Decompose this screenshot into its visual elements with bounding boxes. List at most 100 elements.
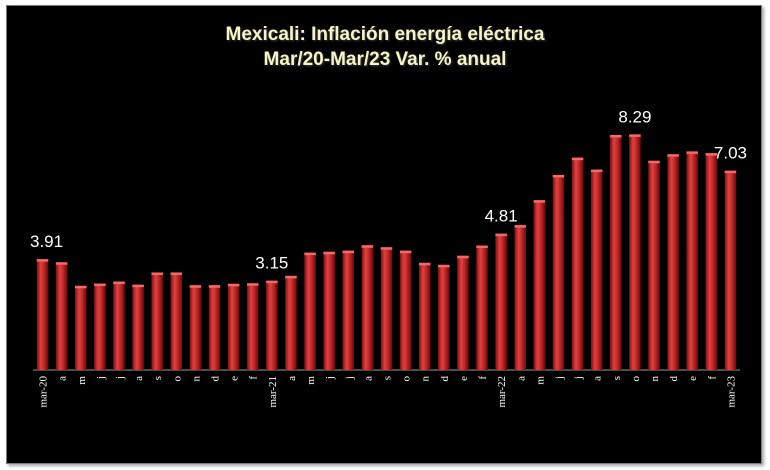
x-tick-label: o bbox=[630, 376, 642, 382]
x-tick-label: o bbox=[401, 376, 413, 382]
bar-cap-5 bbox=[132, 284, 144, 288]
x-tick-label: j bbox=[553, 376, 565, 380]
bar-cap-32 bbox=[648, 160, 660, 164]
bar-22 bbox=[457, 255, 469, 370]
bar-cap-6 bbox=[151, 272, 163, 275]
bar-cap-23 bbox=[476, 245, 488, 249]
x-tick-label: j bbox=[343, 376, 355, 380]
bar-34 bbox=[686, 151, 698, 370]
bar-cap-36 bbox=[724, 170, 737, 174]
bar-cap-35 bbox=[705, 153, 718, 156]
bar-cap-31 bbox=[629, 134, 641, 137]
bar-20 bbox=[418, 262, 431, 370]
data-label-31: 8.29 bbox=[618, 107, 651, 126]
bar-8 bbox=[189, 285, 202, 370]
bar-cap-13 bbox=[285, 275, 297, 279]
x-tick-label: e bbox=[687, 376, 699, 381]
x-tick-label: j bbox=[324, 376, 336, 380]
x-tick-label: d bbox=[210, 376, 222, 382]
x-tick-label: a bbox=[286, 376, 298, 381]
bar-cap-22 bbox=[457, 255, 469, 259]
bar-33 bbox=[667, 154, 679, 370]
x-tick-label: a bbox=[515, 376, 527, 381]
bar-2 bbox=[75, 285, 87, 370]
bar-cap-16 bbox=[342, 250, 355, 254]
bar-cap-17 bbox=[361, 245, 374, 248]
x-tick-label: o bbox=[171, 376, 183, 382]
x-tick-label: d bbox=[439, 376, 451, 382]
x-tick-label: j bbox=[114, 376, 126, 380]
bar-cap-24 bbox=[495, 233, 507, 237]
bar-cap-10 bbox=[227, 283, 240, 287]
bar-12 bbox=[266, 280, 278, 370]
bar-cap-33 bbox=[667, 154, 679, 157]
bar-27 bbox=[552, 174, 565, 370]
bar-7 bbox=[170, 272, 183, 370]
x-tick-label: a bbox=[592, 376, 604, 381]
x-tick-label: f bbox=[248, 376, 260, 380]
bar-19 bbox=[399, 250, 412, 370]
bar-cap-30 bbox=[610, 134, 622, 138]
bar-cap-20 bbox=[418, 262, 431, 266]
x-tick-label: mar-20 bbox=[38, 376, 50, 408]
bar-24 bbox=[495, 233, 507, 370]
x-tick-label: s bbox=[152, 376, 164, 380]
bar-cap-14 bbox=[304, 252, 316, 256]
bar-cap-0 bbox=[36, 259, 49, 262]
bar-9 bbox=[208, 285, 221, 370]
bar-15 bbox=[323, 251, 335, 370]
bar-26 bbox=[533, 200, 546, 370]
bar-cap-11 bbox=[246, 283, 259, 286]
bar-cap-27 bbox=[552, 174, 565, 178]
bar-23 bbox=[476, 245, 488, 370]
bar-cap-34 bbox=[686, 151, 698, 154]
x-tick-label: s bbox=[611, 376, 623, 380]
bar-29 bbox=[590, 169, 603, 370]
data-label-36: 7.03 bbox=[714, 144, 747, 163]
bar-1 bbox=[55, 262, 68, 370]
bar-18 bbox=[380, 247, 393, 370]
bar-cap-3 bbox=[94, 283, 106, 287]
bar-6 bbox=[151, 272, 163, 370]
bar-cap-26 bbox=[533, 200, 546, 203]
bar-14 bbox=[304, 252, 316, 370]
chart-subtitle: Mar/20-Mar/23 Var. % anual bbox=[263, 49, 507, 70]
x-tick-label: n bbox=[420, 376, 432, 382]
bar-cap-2 bbox=[75, 285, 87, 289]
x-tick-label: mar-23 bbox=[725, 376, 737, 408]
bar-17 bbox=[361, 245, 374, 370]
bar-28 bbox=[571, 157, 584, 370]
bar-cap-19 bbox=[399, 250, 412, 254]
x-tick-label: m bbox=[534, 376, 546, 385]
bar-21 bbox=[438, 264, 450, 370]
x-tick-label: e bbox=[229, 376, 241, 381]
bar-cap-28 bbox=[571, 157, 584, 161]
bar-5 bbox=[132, 284, 144, 370]
bar-cap-25 bbox=[514, 225, 527, 228]
chart-title-block: Mexicali: Inflación energía eléctrica Ma… bbox=[0, 22, 770, 72]
x-tick-label: j bbox=[573, 376, 585, 380]
bar-4 bbox=[113, 281, 125, 370]
bar-cap-12 bbox=[266, 280, 278, 284]
bar-cap-7 bbox=[170, 272, 183, 275]
bar-cap-9 bbox=[208, 285, 221, 288]
x-tick-label: d bbox=[668, 376, 680, 382]
bar-32 bbox=[648, 160, 660, 370]
bar-13 bbox=[285, 275, 297, 370]
x-tick-label: f bbox=[706, 376, 718, 380]
bar-30 bbox=[610, 134, 622, 370]
x-tick-label: a bbox=[362, 376, 374, 381]
bar-cap-8 bbox=[189, 285, 202, 288]
bar-35 bbox=[705, 153, 718, 370]
x-tick-label: a bbox=[133, 376, 145, 381]
x-tick-labels: mar-20 a m j j a s o n d e f mar-21 a m j j a s o n d e f mar-22… bbox=[38, 376, 738, 408]
x-tick-label: m bbox=[76, 376, 88, 385]
bar-cap-15 bbox=[323, 251, 335, 255]
x-tick-label: s bbox=[382, 376, 394, 380]
bar-0 bbox=[36, 259, 49, 370]
x-tick-label: mar-22 bbox=[496, 376, 508, 408]
bar-cap-4 bbox=[113, 281, 125, 285]
bar-cap-29 bbox=[590, 169, 603, 173]
x-tick-label: n bbox=[190, 376, 202, 382]
